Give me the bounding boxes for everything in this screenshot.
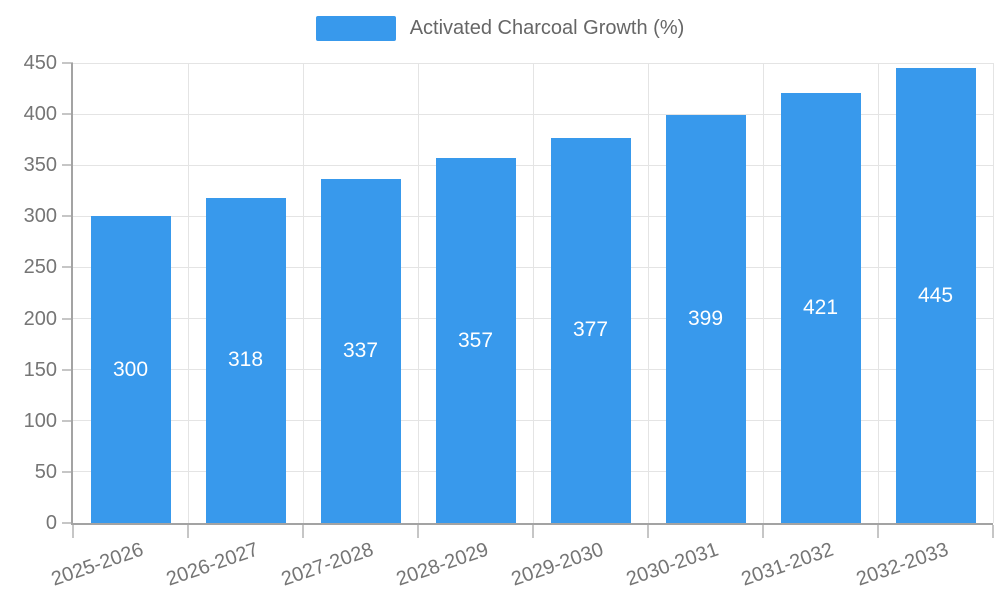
bar[interactable]: 377 [550,137,631,523]
x-gridline [532,63,534,523]
x-tick-label: 2026-2027 [163,538,262,591]
bar[interactable]: 399 [665,115,746,523]
bar[interactable]: 421 [780,92,861,523]
y-tick-label: 0 [45,512,57,534]
y-axis-tick [62,368,73,371]
y-tick-label: 100 [23,409,57,432]
bar-value-label: 337 [342,338,379,362]
x-tick-label: 2032-2033 [853,538,952,591]
x-gridline [417,63,419,523]
bar[interactable]: 337 [320,178,401,523]
legend-item[interactable]: Activated Charcoal Growth (%) [0,16,1000,41]
y-axis-tick [62,419,73,422]
x-axis-tick [532,525,534,538]
x-axis-tick [762,525,764,538]
bar-value-label: 377 [572,318,609,342]
bar-value-label: 318 [227,348,264,372]
y-axis-tick [62,113,73,116]
y-axis-tick [62,470,73,473]
bar-value-label: 445 [917,283,954,307]
bar-value-label: 421 [802,295,839,319]
x-gridline [187,63,189,523]
bar[interactable]: 300 [90,216,171,523]
bar[interactable]: 445 [895,68,976,523]
x-gridline [762,63,764,523]
x-gridline [647,63,649,523]
x-tick-label: 2027-2028 [278,538,377,591]
x-tick-label: 2031-2032 [738,538,837,591]
y-tick-label: 400 [23,103,57,126]
y-axis-tick [62,522,73,524]
x-gridline [992,63,994,523]
x-axis-line [71,523,993,525]
x-tick-label: 2028-2029 [393,538,492,591]
y-axis-tick [62,164,73,167]
x-axis-tick [417,525,419,538]
y-tick-label: 450 [23,52,57,74]
y-tick-label: 200 [23,307,57,330]
x-tick-label: 2030-2031 [623,538,722,591]
x-axis-tick [72,525,74,538]
y-axis-tick [62,215,73,218]
x-gridline [877,63,879,523]
x-axis-tick [992,525,994,538]
y-tick-label: 350 [23,154,57,177]
bar[interactable]: 357 [435,158,516,523]
bar-value-label: 357 [457,328,494,352]
bar-value-label: 300 [112,357,149,381]
y-axis-line [71,63,73,525]
x-axis-tick [187,525,189,538]
x-axis-tick [647,525,649,538]
y-tick-label: 300 [23,205,57,228]
y-tick-label: 250 [23,256,57,279]
x-gridline [302,63,304,523]
y-tick-label: 50 [34,460,57,483]
y-axis-tick [62,266,73,269]
x-tick-label: 2025-2026 [48,538,147,591]
x-axis-tick [302,525,304,538]
legend-label: Activated Charcoal Growth (%) [409,17,685,39]
y-tick-label: 150 [23,358,57,381]
legend-swatch [315,16,396,41]
bar-value-label: 399 [687,307,724,331]
x-tick-label: 2029-2030 [508,538,607,591]
bar[interactable]: 318 [205,197,286,523]
y-axis-tick [62,62,73,64]
y-axis-tick [62,317,73,320]
x-axis-tick [877,525,879,538]
